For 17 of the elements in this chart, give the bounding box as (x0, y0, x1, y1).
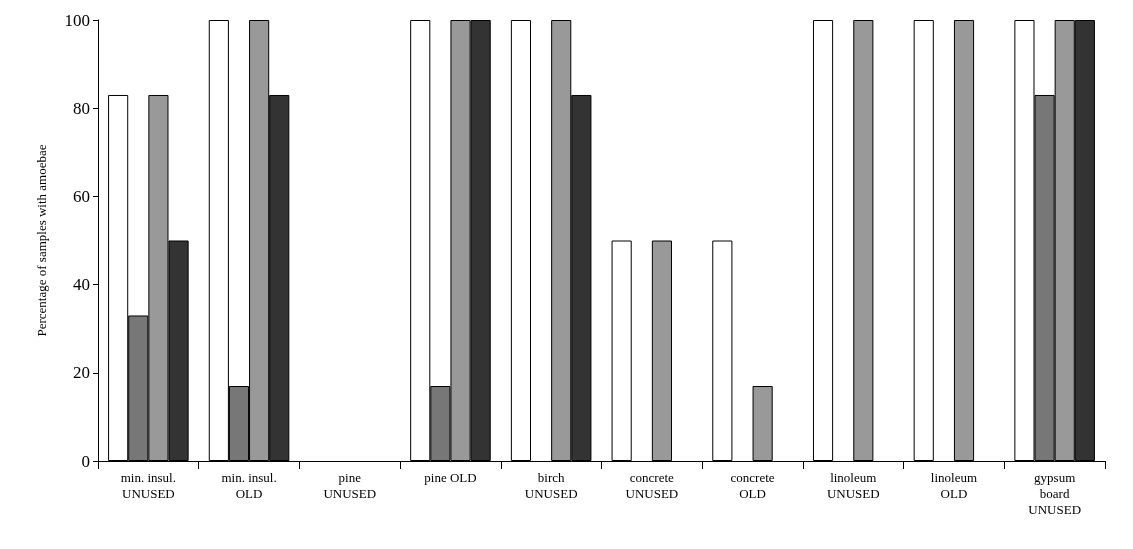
y-tick-label: 20 (73, 363, 90, 383)
y-tick-label: 100 (64, 10, 90, 30)
y-axis-title: Percentage of samples with amoebae (34, 144, 49, 337)
x-tick-label: min. insul. OLD (221, 469, 277, 501)
x-tick-label: pine UNUSED (323, 469, 377, 501)
y-tick-label: 0 (81, 451, 90, 471)
x-tick-label: concrete UNUSED (625, 469, 679, 501)
x-tick-label: linoleum UNUSED (826, 469, 880, 501)
y-tick-label: 40 (73, 275, 90, 295)
y-tick-label: 60 (73, 186, 90, 206)
x-tick-label: gypsum board UNUSED (1028, 469, 1082, 517)
x-tick-label: min. insul. UNUSED (120, 469, 176, 501)
x-tick-label: concrete OLD (730, 469, 775, 501)
x-tick-label: pine OLD (424, 469, 477, 485)
y-tick-label: 80 (73, 98, 90, 118)
x-tick-label: linoleum OLD (930, 469, 978, 501)
x-tick-label: birch UNUSED (524, 469, 578, 501)
